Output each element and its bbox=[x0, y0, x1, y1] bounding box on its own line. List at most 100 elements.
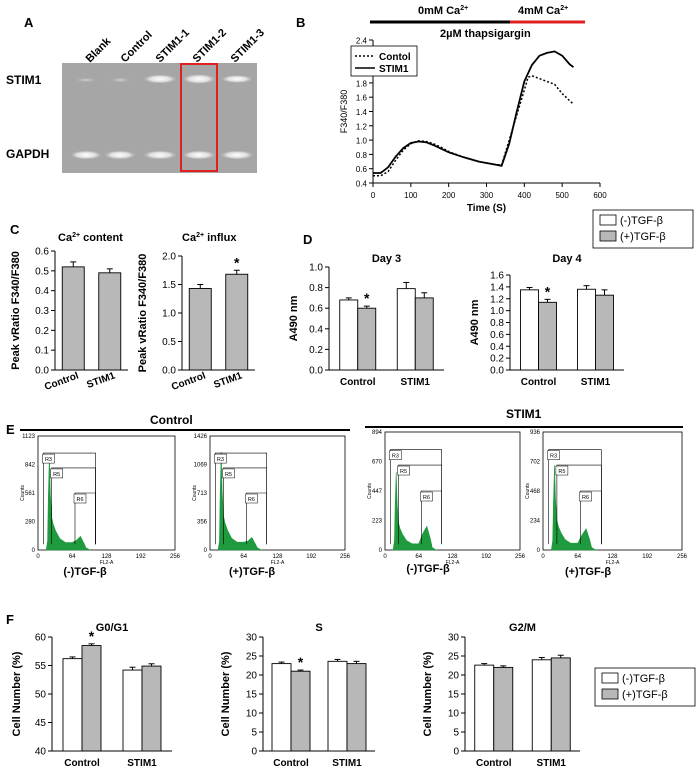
chartD0-bar bbox=[339, 299, 359, 371]
histogram-x-tick-label: 64 bbox=[69, 554, 76, 560]
gate-label-box bbox=[420, 491, 433, 502]
legend-top-swatch-neg bbox=[599, 214, 617, 226]
chartF0-y-tick-label: 45 bbox=[35, 718, 47, 729]
chartD0-significance-mark: * bbox=[364, 290, 370, 306]
chartD1-bar bbox=[595, 294, 614, 371]
histogram-y-axis-label: Counts bbox=[20, 485, 26, 501]
histogram-y-tick-label: 1123 bbox=[22, 434, 36, 440]
legend-bottom-swatch-pos bbox=[601, 688, 619, 700]
histogram-x-tick-label: 256 bbox=[170, 554, 181, 560]
chartC0-y-tick-label: 0.6 bbox=[35, 247, 49, 258]
gate-r6 bbox=[246, 492, 267, 545]
chartF1-y-tick-label: 30 bbox=[246, 633, 258, 644]
day4-chart: 0.00.20.40.60.81.01.21.41.6 * Control STIM1… bbox=[469, 253, 624, 388]
histogram-y-tick-label: 936 bbox=[530, 430, 541, 436]
chartD1-y-tick-label: 0.4 bbox=[490, 342, 504, 353]
gate-label-box bbox=[245, 493, 258, 504]
b-x-axis-label: Time (S) bbox=[467, 203, 506, 214]
histogram-y-tick-label: 1069 bbox=[194, 463, 208, 469]
chartF0-y-tick-label: 40 bbox=[35, 747, 47, 758]
chartD0-x-category-label: Control bbox=[340, 377, 376, 388]
histogram-x-tick-label: 64 bbox=[415, 554, 422, 560]
chartC1-y-tick-label: 2.0 bbox=[162, 252, 176, 263]
b-y-tick-label: 1.4 bbox=[356, 108, 368, 117]
lane-label-stim1-3: STIM1-3 bbox=[229, 27, 267, 65]
chartF1-y-tick-label: 10 bbox=[246, 709, 258, 720]
chartF0-y-tick-label: 55 bbox=[35, 661, 47, 672]
gate-r6 bbox=[580, 490, 602, 545]
b-x-tick-label: 100 bbox=[404, 191, 418, 200]
histogram-x-tick-label: 192 bbox=[306, 554, 317, 560]
histogram-y-tick-label: 894 bbox=[372, 430, 383, 436]
gate-label: R6 bbox=[248, 497, 255, 503]
chartD0-y-tick-label: 0.6 bbox=[309, 304, 323, 315]
histogram-x-tick-label: 0 bbox=[208, 554, 212, 560]
b-x-tick-label: 200 bbox=[442, 191, 456, 200]
b-y-tick-label: 2.4 bbox=[356, 37, 368, 46]
group-label-stim1: STIM1 bbox=[506, 407, 542, 421]
chartC1-x-category-label: STIM1 bbox=[212, 370, 244, 391]
chartF2-x-category-label: Control bbox=[476, 758, 512, 769]
chartF1-y-tick-label: 20 bbox=[246, 671, 258, 682]
gate-label-box bbox=[50, 468, 63, 479]
histogram-x-axis-label: FL2-A bbox=[100, 560, 114, 566]
histogram-y-tick-label: 280 bbox=[25, 520, 36, 526]
chartC0-y-tick-label: 0.1 bbox=[35, 346, 49, 357]
chartF2-bar bbox=[531, 659, 552, 752]
band-gapdh-blank bbox=[70, 150, 102, 160]
chartD0-y-tick-label: 0.0 bbox=[309, 366, 323, 377]
chartC1-y-tick-label: 0.5 bbox=[162, 337, 176, 348]
condition-label-0mm: 0mM Ca2+ bbox=[418, 5, 468, 17]
panel-b: B 0mM Ca2+ 4mM Ca2+ 2µM thapsigargin 0.4… bbox=[296, 5, 607, 214]
chartC0-y-tick-label: 0.3 bbox=[35, 306, 49, 317]
histogram-frame bbox=[542, 431, 683, 551]
chartC1-y-tick-label: 0.0 bbox=[162, 366, 176, 377]
chartD0-y-tick-label: 0.4 bbox=[309, 324, 323, 335]
histogram-y-tick-label: 1426 bbox=[194, 434, 208, 440]
chartF0-title: G0/G1 bbox=[96, 622, 128, 634]
legend-top: (-)TGF-β (+)TGF-β bbox=[592, 209, 694, 249]
band-stim1-stim1-3 bbox=[221, 75, 253, 83]
histogram-y-tick-label: 0 bbox=[537, 548, 541, 554]
gate-label: R5 bbox=[558, 469, 565, 475]
histogram-x-tick-label: 0 bbox=[36, 554, 40, 560]
chartF1-x-category-label: STIM1 bbox=[332, 758, 362, 769]
b-x-tick-label: 600 bbox=[593, 191, 607, 200]
chartD1-bar bbox=[538, 301, 557, 371]
chartD1-x-category-label: Control bbox=[521, 377, 557, 388]
histogram-y-axis-label: Counts bbox=[192, 485, 198, 501]
chartC0-y-tick-label: 0.5 bbox=[35, 266, 49, 277]
band-stim1-stim1-2 bbox=[182, 74, 216, 84]
b-y-tick-label: 0.6 bbox=[356, 165, 368, 174]
legend-bottom-label-pos: (+)TGF-β bbox=[622, 689, 668, 701]
histogram-y-tick-label: 447 bbox=[372, 489, 383, 495]
chartF0-y-tick-label: 60 bbox=[35, 633, 47, 644]
chartF1-y-tick-label: 5 bbox=[251, 728, 257, 739]
gate-label-box bbox=[579, 491, 592, 502]
b-y-tick-label: 1.6 bbox=[356, 94, 368, 103]
chartD1-y-tick-label: 0.6 bbox=[490, 330, 504, 341]
chartD1-significance-mark: * bbox=[545, 283, 551, 299]
chartD1-y-tick-label: 1.0 bbox=[490, 306, 504, 317]
histogram-y-tick-label: 356 bbox=[197, 520, 208, 526]
chartC0-y-tick-label: 0.2 bbox=[35, 326, 49, 337]
day3-chart: 0.0 0.2 0.4 0.6 0.8 1.0 * Control STIM1 A490 nm Da… bbox=[288, 253, 444, 388]
histogram-y-tick-label: 223 bbox=[372, 519, 383, 525]
gate-label-box bbox=[214, 453, 227, 464]
band-gapdh-stim1-1 bbox=[143, 150, 177, 160]
chartF1-significance-mark: * bbox=[298, 654, 304, 670]
histogram-x-tick-label: 256 bbox=[340, 554, 351, 560]
histogram-y-tick-label: 234 bbox=[530, 519, 541, 525]
band-gapdh-stim1-2 bbox=[182, 150, 216, 160]
chartF1-bar bbox=[271, 663, 292, 752]
gapdh-bands bbox=[70, 150, 254, 160]
chartD0-y-tick-label: 0.2 bbox=[309, 345, 323, 356]
histogram-caption: (+)TGF-β bbox=[565, 566, 611, 578]
histogram-y-tick-label: 468 bbox=[530, 489, 541, 495]
gate-label: R3 bbox=[45, 457, 52, 463]
histogram-1: 0 280 561 842 1123 0 64 128 192 256 FL2-A Counts R3 R… bbox=[20, 434, 181, 578]
histogram-x-tick-label: 64 bbox=[240, 554, 247, 560]
chartC1-significance-mark: * bbox=[234, 254, 240, 270]
